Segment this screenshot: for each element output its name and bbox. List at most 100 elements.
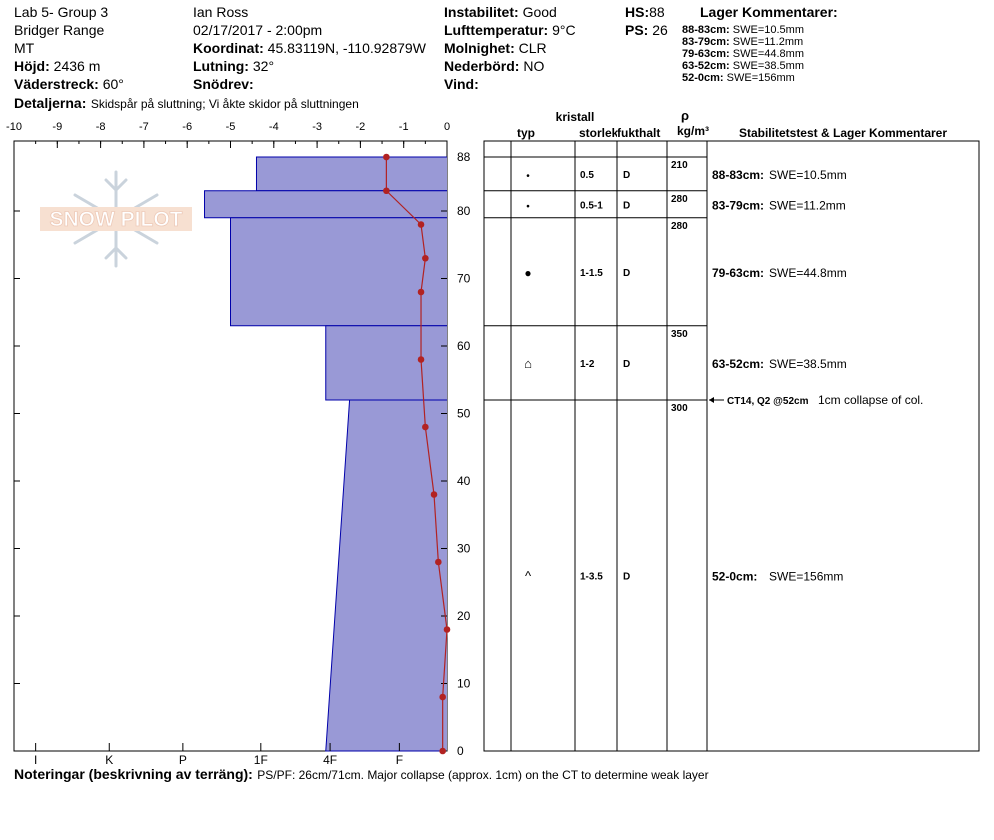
elevation-row: Höjd: 2436 m bbox=[14, 58, 100, 74]
temperature-point bbox=[439, 747, 446, 755]
moisture-value: D bbox=[623, 170, 630, 181]
temp-tick-label: -8 bbox=[96, 121, 106, 133]
temperature-point bbox=[422, 423, 429, 431]
crystal-size: 1-3.5 bbox=[580, 572, 603, 583]
density-value: 280 bbox=[671, 194, 688, 205]
temp-tick-label: 0 bbox=[444, 121, 450, 133]
temp-tick-label: -2 bbox=[356, 121, 366, 133]
depth-tick-label: 88 bbox=[457, 150, 471, 164]
temp-tick-label: -3 bbox=[312, 121, 322, 133]
air-temp-row: Lufttemperatur: 9°C bbox=[444, 22, 576, 38]
comment-text: SWE=156mm bbox=[769, 570, 843, 584]
state-name: MT bbox=[14, 40, 35, 56]
temp-tick-label: -5 bbox=[226, 121, 236, 133]
air-temp-label: Lufttemperatur: bbox=[444, 22, 549, 38]
aspect-label: Väderstreck: bbox=[14, 76, 99, 92]
precip-label: Nederbörd: bbox=[444, 58, 520, 74]
layer-comment-item: 88-83cm: SWE=10.5mm bbox=[682, 24, 804, 36]
title: Lab 5- Group 3 bbox=[14, 4, 109, 20]
hardness-tick-label: P bbox=[179, 753, 187, 767]
depth-tick-label: 70 bbox=[457, 272, 471, 286]
header-comments: Stabilitetstest & Lager Kommentarer bbox=[739, 126, 947, 140]
comment-text: SWE=38.5mm bbox=[769, 357, 847, 371]
temperature-point bbox=[422, 254, 429, 262]
logo-text: SNOW PILOT bbox=[50, 208, 183, 231]
hardness-tick-label: K bbox=[105, 753, 113, 767]
footer-text: PS/PF: 26cm/71cm. Major collapse (approx… bbox=[257, 768, 709, 782]
header-separator bbox=[617, 122, 619, 140]
temperature-point bbox=[443, 626, 451, 633]
depth-tick-label: 50 bbox=[457, 407, 471, 421]
crystal-size: 0.5 bbox=[580, 170, 594, 181]
crystal-type-symbol: ⌂ bbox=[524, 356, 532, 371]
aspect-row: Väderstreck: 60° bbox=[14, 76, 124, 92]
temperature-point bbox=[439, 693, 446, 701]
crystal-type-symbol: • bbox=[526, 201, 530, 212]
header-moisture: fukthalt bbox=[617, 126, 660, 140]
density-value: 280 bbox=[671, 221, 688, 232]
temperature-line bbox=[385, 157, 448, 751]
slope-value: 32° bbox=[252, 58, 275, 74]
slope-label: Lutning: bbox=[193, 58, 249, 74]
hardness-tick-label: I bbox=[34, 753, 37, 767]
air-temp-value: 9°C bbox=[552, 22, 576, 38]
hardness-layer bbox=[230, 217, 447, 326]
temperature-point bbox=[435, 558, 442, 566]
comment-range: 88-83cm: bbox=[712, 168, 764, 182]
observer: Ian Ross bbox=[193, 4, 249, 20]
footer-notes: Noteringar (beskrivning av terräng): PS/… bbox=[14, 766, 709, 784]
logo-band bbox=[40, 207, 192, 231]
temperature-point bbox=[383, 153, 390, 161]
header-size: storlek bbox=[579, 126, 619, 140]
range-name: Bridger Range bbox=[14, 22, 105, 38]
sky-value: CLR bbox=[518, 40, 547, 56]
depth-tick-label: 40 bbox=[457, 474, 471, 488]
comment-text: SWE=11.2mm bbox=[769, 198, 846, 212]
comment-range: 52-0cm: bbox=[712, 570, 757, 584]
layer-comments-list: 88-83cm: SWE=10.5mm 83-79cm: SWE=11.2mm … bbox=[682, 24, 804, 84]
coord-value: 45.83119N, -110.92879W bbox=[267, 40, 426, 56]
depth-tick-label: 10 bbox=[457, 677, 471, 691]
sky-row: Molnighet: CLR bbox=[444, 40, 547, 56]
hardness-tick-label: 1F bbox=[254, 753, 268, 767]
temp-tick-label: -6 bbox=[182, 121, 192, 133]
ps-value: 26 bbox=[652, 22, 668, 38]
wind-label: Vind: bbox=[444, 76, 479, 92]
stability-row: Instabilitet: Good bbox=[444, 4, 557, 20]
crystal-type-symbol: ^ bbox=[525, 569, 532, 584]
footer-label: Noteringar (beskrivning av terräng): bbox=[14, 766, 253, 782]
snowdrift-label: Snödrev: bbox=[193, 76, 254, 92]
temp-tick-label: -7 bbox=[139, 121, 149, 133]
temperature-point bbox=[383, 187, 390, 195]
details-value: Skidspår på sluttning; Vi åkte skidor på… bbox=[90, 97, 359, 111]
slope-row: Lutning: 32° bbox=[193, 58, 274, 74]
crystal-type-symbol: • bbox=[526, 171, 530, 182]
layer-comment-item: 83-79cm: SWE=11.2mm bbox=[682, 36, 804, 48]
coord-label: Koordinat: bbox=[193, 40, 264, 56]
temp-tick-label: -9 bbox=[52, 121, 62, 133]
hs-label: HS: bbox=[625, 4, 650, 20]
crystal-size: 0.5-1 bbox=[580, 200, 603, 211]
temp-tick-label: -10 bbox=[6, 121, 22, 133]
temperature-point bbox=[417, 221, 425, 228]
temp-tick-label: -1 bbox=[399, 121, 409, 133]
aspect-value: 60° bbox=[102, 76, 124, 92]
elevation-label: Höjd: bbox=[14, 58, 50, 74]
hardness-tick-label: F bbox=[396, 753, 403, 767]
moisture-value: D bbox=[623, 268, 630, 279]
temperature-point bbox=[417, 356, 425, 363]
crystal-type-symbol: ● bbox=[524, 266, 531, 280]
table-frame bbox=[483, 140, 980, 752]
depth-tick-label: 20 bbox=[457, 609, 471, 623]
density-value: 350 bbox=[671, 329, 688, 340]
density-value: 300 bbox=[671, 403, 688, 414]
details-label: Detaljerna: bbox=[14, 95, 87, 111]
stability-label: Instabilitet: bbox=[444, 4, 519, 20]
precip-row: Nederbörd: NO bbox=[444, 58, 544, 74]
header-crystal: kristall bbox=[556, 110, 595, 124]
stability-test-comment: 1cm collapse of col. bbox=[818, 393, 923, 407]
depth-tick-label: 0 bbox=[457, 744, 464, 758]
layer-comment-item: 52-0cm: SWE=156mm bbox=[682, 72, 795, 84]
density-value: 210 bbox=[671, 160, 688, 171]
